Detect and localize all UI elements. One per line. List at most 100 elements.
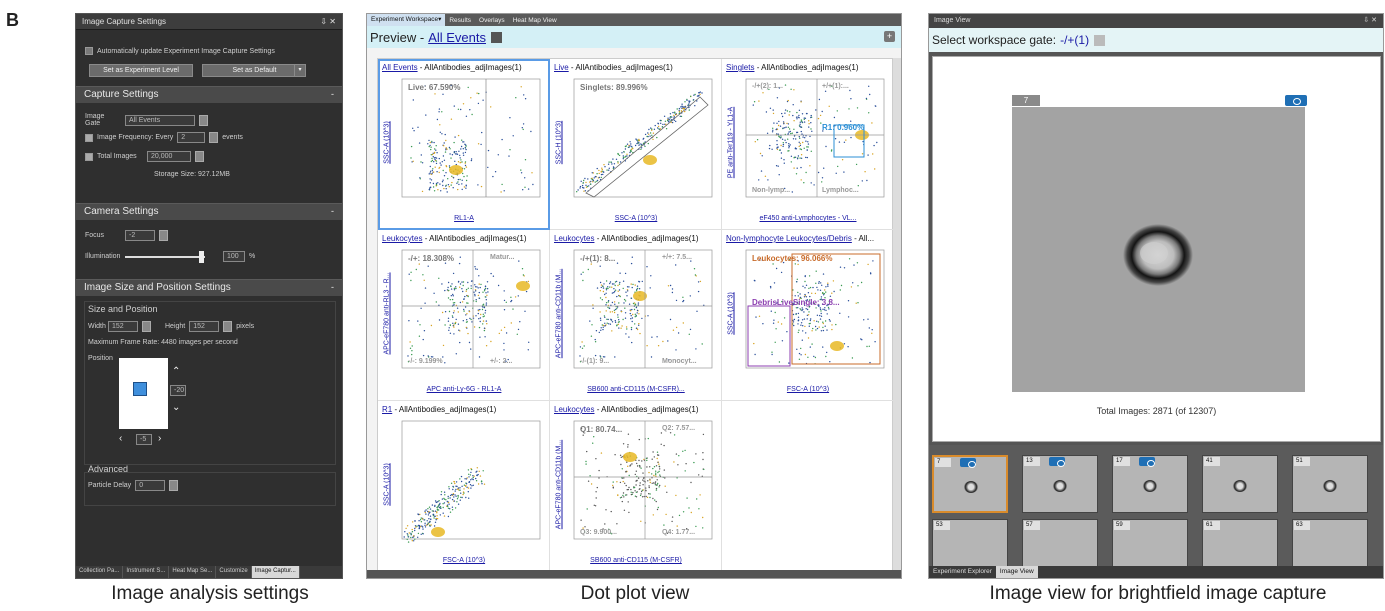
collapse-icon[interactable]: - <box>331 89 334 99</box>
image-thumbnail[interactable]: 51 <box>1292 455 1368 513</box>
eye-icon[interactable] <box>1139 457 1155 467</box>
dot-plot-cell[interactable]: Leukocytes - AllAntibodies_adjImages(1) -… <box>550 230 722 401</box>
dot-plot-cell[interactable]: Singlets - AllAntibodies_adjImages(1) R1:… <box>722 59 894 230</box>
vertical-scrollbar[interactable] <box>893 58 901 572</box>
y-axis-label[interactable]: SSC-A (10^3) <box>727 292 735 335</box>
tab-collection-panel[interactable]: Collection Pa... <box>76 566 124 578</box>
position-marker[interactable] <box>133 382 147 396</box>
window-controls-icon[interactable]: ⇩ ✕ <box>1363 17 1377 24</box>
window-controls-icon[interactable]: ⇩ ✕ <box>320 17 336 26</box>
image-size-header[interactable]: Image Size and Position Settings - <box>76 279 342 296</box>
width-input[interactable]: 152 <box>108 321 138 332</box>
scatter-plot[interactable] <box>550 75 722 230</box>
plot-gate-link[interactable]: Leukocytes <box>382 234 423 243</box>
scatter-plot[interactable] <box>550 417 722 572</box>
total-images-input[interactable]: 20,000 <box>147 151 191 162</box>
horizontal-scrollbar[interactable] <box>367 570 901 578</box>
scatter-plot[interactable] <box>378 75 550 230</box>
x-axis-label[interactable]: FSC-A (10^3) <box>442 557 486 564</box>
y-axis-label[interactable]: SSC-H (10^3) <box>555 120 563 165</box>
scatter-plot[interactable] <box>722 75 894 230</box>
position-horizontal-input[interactable]: -5 <box>136 434 152 445</box>
image-gate-select[interactable]: All Events <box>125 114 195 126</box>
y-axis-label[interactable]: PE anti-Ter119 - YL1-A <box>727 106 735 179</box>
x-axis-label[interactable]: SB600 anti-CD115 (M-CSFR)... <box>587 386 685 393</box>
collapse-icon[interactable]: - <box>331 282 334 292</box>
height-stepper[interactable] <box>223 321 233 332</box>
camera-settings-header[interactable]: Camera Settings - <box>76 203 342 220</box>
chevron-left-icon[interactable]: ‹ <box>119 433 123 444</box>
focus-input[interactable]: -2 <box>125 230 155 241</box>
dot-plot-cell[interactable]: Leukocytes - AllAntibodies_adjImages(1) -… <box>378 230 550 401</box>
x-axis-label[interactable]: APC anti-Ly-6G - RL1-A <box>426 386 502 393</box>
plot-gate-link[interactable]: Leukocytes <box>554 234 595 243</box>
x-axis-label[interactable]: eF450 anti-Lymphocytes - VL... <box>759 215 857 222</box>
plot-gate-link[interactable]: All Events <box>382 63 418 72</box>
image-thumbnail[interactable]: 17 <box>1112 455 1188 513</box>
eye-icon[interactable] <box>1049 457 1065 467</box>
height-input[interactable]: 152 <box>189 321 220 332</box>
plot-gate-link[interactable]: Non-lymphocyte Leukocytes/Debris <box>726 234 852 243</box>
scatter-plot[interactable] <box>722 246 894 401</box>
tab-results[interactable]: Results <box>449 16 472 24</box>
tab-instrument-settings[interactable]: Instrument S... <box>123 566 170 578</box>
total-images-checkbox[interactable] <box>85 152 93 161</box>
set-experiment-level-button[interactable]: Set as Experiment Level <box>89 64 193 77</box>
chevron-up-icon[interactable]: ⌃ <box>172 366 181 377</box>
dropdown-arrow-icon[interactable]: ▾ <box>294 64 306 77</box>
tab-customize[interactable]: Customize <box>216 566 252 578</box>
image-thumbnail[interactable]: 13 <box>1022 455 1098 513</box>
plot-gate-link[interactable]: Leukocytes <box>554 405 595 414</box>
illumination-slider[interactable] <box>125 250 205 263</box>
width-stepper[interactable] <box>142 321 151 332</box>
frequency-stepper[interactable] <box>209 132 219 143</box>
scatter-plot[interactable] <box>378 246 550 401</box>
gate-select-value[interactable]: -/+(1) <box>1060 33 1090 47</box>
chevron-down-icon[interactable]: ⌄ <box>172 402 181 413</box>
image-thumbnail[interactable]: 41 <box>1202 455 1278 513</box>
tab-experiment-explorer[interactable]: Experiment Explorer <box>933 568 992 575</box>
dot-plot-cell[interactable]: Leukocytes - AllAntibodies_adjImages(1) Q… <box>550 401 722 572</box>
tab-overlays[interactable]: Overlays <box>479 16 505 24</box>
gate-color-swatch[interactable] <box>491 31 502 43</box>
focus-stepper[interactable] <box>159 230 168 241</box>
capture-settings-header[interactable]: Capture Settings - <box>76 86 342 103</box>
gate-color-swatch[interactable] <box>1094 34 1106 46</box>
x-axis-label[interactable]: SSC-A (10^3) <box>614 215 658 222</box>
particle-delay-stepper[interactable] <box>169 480 179 491</box>
tab-experiment-workspace[interactable]: Experiment Workspace▾ <box>367 14 446 26</box>
image-frequency-input[interactable]: 2 <box>177 132 206 143</box>
plot-gate-link[interactable]: Singlets <box>726 63 755 72</box>
tab-heat-map-view[interactable]: Heat Map View <box>512 16 557 24</box>
chevron-right-icon[interactable]: › <box>158 433 162 444</box>
slider-handle[interactable] <box>199 250 204 263</box>
plot-gate-link[interactable]: Live <box>554 63 569 72</box>
tab-image-view[interactable]: Image View <box>995 566 1038 578</box>
scatter-plot[interactable] <box>550 246 722 401</box>
y-axis-label[interactable]: SSC-A (10^3) <box>383 463 391 506</box>
preview-gate-link[interactable]: All Events <box>428 29 486 45</box>
auto-update-checkbox[interactable] <box>85 47 93 55</box>
tab-image-capture[interactable]: Image Captur... <box>251 566 300 578</box>
set-default-button[interactable]: Set as Default <box>202 64 306 77</box>
particle-delay-input[interactable]: 0 <box>135 480 166 491</box>
tab-heat-map-settings[interactable]: Heat Map Se... <box>169 566 217 578</box>
x-axis-label[interactable]: SB600 anti-CD115 (M-CSFR) <box>590 557 682 564</box>
image-gate-dropdown-icon[interactable] <box>199 114 208 126</box>
position-vertical-input[interactable]: -20 <box>170 385 186 396</box>
y-axis-label[interactable]: SSC-A (10^3) <box>383 121 391 164</box>
illumination-input[interactable]: 100 <box>223 251 245 262</box>
x-axis-label[interactable]: FSC-A (10^3) <box>786 386 830 393</box>
scatter-plot[interactable] <box>378 417 550 572</box>
y-axis-label[interactable]: APC-eF780 anti-CD11b (M... <box>555 268 563 359</box>
image-frequency-checkbox[interactable] <box>85 133 93 142</box>
dot-plot-cell[interactable]: Live - AllAntibodies_adjImages(1) Singlet… <box>550 59 722 230</box>
dot-plot-cell[interactable]: All Events - AllAntibodies_adjImages(1) L… <box>378 59 550 230</box>
eye-icon[interactable] <box>960 458 976 468</box>
x-axis-label[interactable]: RL1-A <box>454 215 474 222</box>
plot-gate-link[interactable]: R1 <box>382 405 393 414</box>
y-axis-label[interactable]: APC-eF780 anti-CD11b (M... <box>555 439 563 530</box>
collapse-icon[interactable]: - <box>331 206 334 216</box>
total-images-stepper[interactable] <box>195 151 204 162</box>
dot-plot-cell[interactable]: R1 - AllAntibodies_adjImages(1) FSC-A (10… <box>378 401 550 572</box>
